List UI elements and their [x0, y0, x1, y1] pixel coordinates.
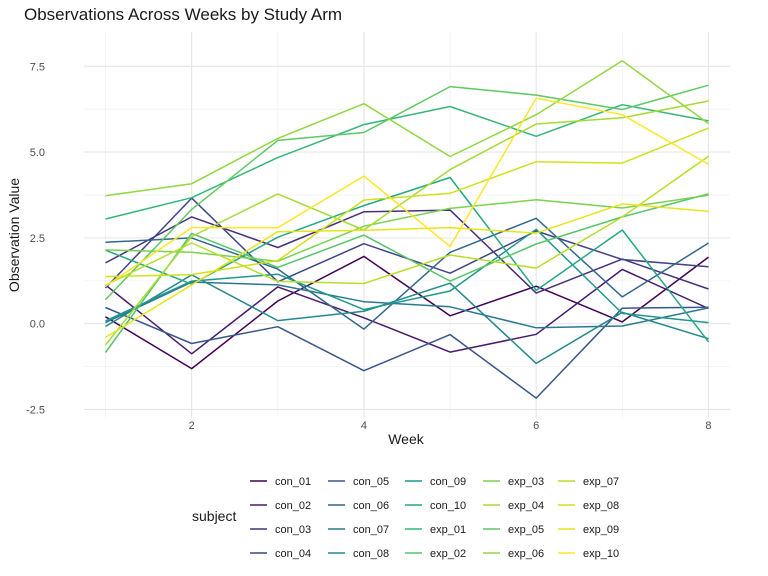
chart-title: Observations Across Weeks by Study Arm — [24, 5, 342, 24]
y-axis-title: Observation Value — [6, 178, 22, 292]
y-tick-label: 0.0 — [30, 319, 45, 331]
legend-label: exp_03 — [508, 476, 544, 488]
y-tick-label: 5.0 — [30, 147, 45, 159]
series-line-exp-05 — [104, 84, 709, 301]
series-line-exp-04 — [104, 100, 709, 346]
series-line-con-08 — [105, 274, 709, 365]
legend-label: exp_02 — [430, 548, 466, 560]
series-line-con-06 — [105, 217, 709, 330]
legend-label: con_06 — [353, 500, 389, 512]
legend-label: exp_05 — [508, 524, 544, 536]
series-line-con-05 — [105, 306, 709, 399]
axis-ticks: 2 4 6 8 -2.5 0.0 2.5 5.0 7.5 — [26, 61, 711, 432]
series-line-con-09 — [105, 228, 709, 324]
series-line-exp-10 — [105, 97, 709, 287]
legend-label: con_04 — [275, 548, 311, 560]
y-tick-label: 2.5 — [30, 233, 45, 245]
series-line-con-01 — [105, 255, 709, 370]
legend: con_01 con_02 con_03 con_04 con_05 con_06 con_… — [250, 476, 619, 560]
series-lines — [104, 60, 710, 399]
legend-label: con_08 — [353, 548, 389, 560]
legend-label: exp_04 — [508, 500, 544, 512]
legend-label: con_03 — [275, 524, 311, 536]
x-tick-label: 8 — [705, 420, 711, 432]
series-line-exp-01 — [105, 103, 709, 220]
legend-label: con_02 — [275, 500, 311, 512]
legend-label: exp_08 — [583, 500, 619, 512]
legend-label: exp_09 — [583, 524, 619, 536]
legend-label: con_09 — [430, 476, 466, 488]
grid — [84, 32, 730, 418]
series-line-exp-03 — [105, 194, 709, 262]
series-line-exp-06 — [105, 60, 709, 197]
x-tick-label: 6 — [533, 420, 539, 432]
legend-label: exp_06 — [508, 548, 544, 560]
series-line-exp-08 — [105, 127, 709, 278]
x-tick-label: 2 — [189, 420, 195, 432]
legend-label: con_10 — [430, 500, 466, 512]
legend-label: con_07 — [353, 524, 389, 536]
legend-label: exp_07 — [583, 476, 619, 488]
x-tick-label: 4 — [361, 420, 367, 432]
y-tick-label: -2.5 — [26, 404, 45, 416]
legend-label: exp_10 — [583, 548, 619, 560]
y-tick-label: 7.5 — [30, 61, 45, 73]
series-line-con-02 — [105, 268, 709, 355]
series-line-exp-09 — [105, 203, 709, 339]
series-line-exp-02 — [104, 193, 709, 353]
series-line-exp-07 — [105, 155, 709, 286]
legend-label: con_05 — [353, 476, 389, 488]
legend-title: subject — [192, 508, 236, 524]
legend-label: exp_01 — [430, 524, 466, 536]
legend-label: con_01 — [275, 476, 311, 488]
x-axis-title: Week — [388, 431, 425, 447]
